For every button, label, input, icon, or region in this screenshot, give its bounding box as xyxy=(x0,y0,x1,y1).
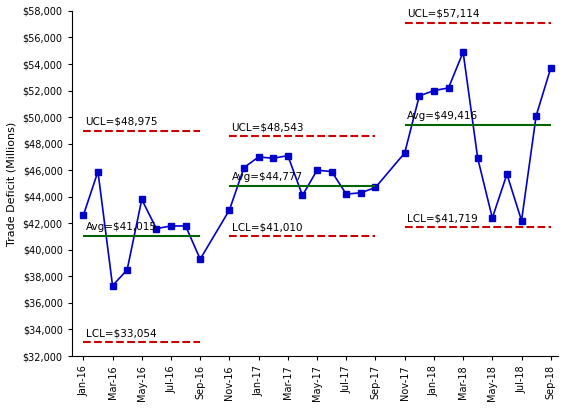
Text: UCL=$48,975: UCL=$48,975 xyxy=(85,117,158,127)
Text: UCL=$48,543: UCL=$48,543 xyxy=(232,122,304,133)
Text: Avg=$49,416: Avg=$49,416 xyxy=(407,111,478,121)
Text: Avg=$44,777: Avg=$44,777 xyxy=(232,173,303,182)
Text: Avg=$41,015: Avg=$41,015 xyxy=(85,222,157,233)
Text: LCL=$33,054: LCL=$33,054 xyxy=(85,328,156,338)
Y-axis label: Trade Deficit (Millions): Trade Deficit (Millions) xyxy=(7,121,17,246)
Text: UCL=$57,114: UCL=$57,114 xyxy=(407,9,479,19)
Text: LCL=$41,010: LCL=$41,010 xyxy=(232,222,302,233)
Text: LCL=$41,719: LCL=$41,719 xyxy=(407,213,477,223)
